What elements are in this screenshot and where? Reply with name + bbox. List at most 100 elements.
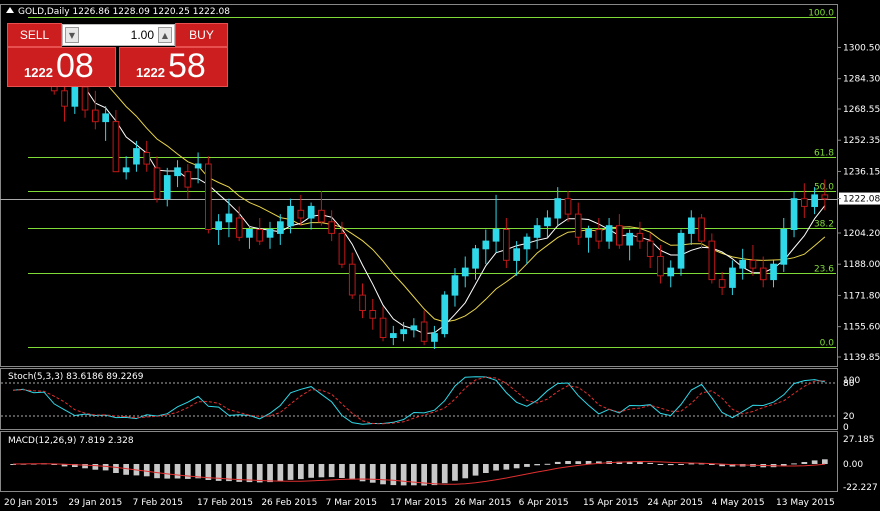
candle-body — [749, 259, 757, 269]
candle-body — [328, 221, 335, 234]
buy-price-pips: 58 — [168, 47, 206, 85]
candle-body — [482, 240, 490, 250]
date-tick-label: 24 Apr 2015 — [647, 498, 703, 508]
date-tick-label: 17 Feb 2015 — [197, 498, 253, 508]
macd-bar — [678, 464, 684, 465]
stoch-axis-label: 0 — [843, 423, 849, 433]
candle-body — [81, 86, 89, 111]
candle-body — [215, 221, 223, 231]
candle-body — [61, 90, 68, 107]
date-tick-label: 20 Jan 2015 — [4, 498, 58, 508]
macd-bar — [822, 459, 828, 464]
price-tick-label: 1252.35 — [843, 136, 880, 146]
candle-body — [503, 229, 510, 261]
candle-body — [729, 267, 736, 288]
candle-body — [677, 232, 685, 269]
macd-pane: 27.185 0.00 -22.227 — [10, 435, 878, 493]
sell-button[interactable]: SELL — [7, 23, 62, 47]
sell-price-prefix: 1222 — [24, 65, 53, 80]
macd-bar — [113, 464, 119, 473]
stoch-axis-label: 80 — [843, 379, 855, 389]
candle-body — [369, 310, 377, 319]
price-tick-label: 1139.85 — [843, 353, 880, 363]
macd-bar — [154, 464, 160, 479]
price-tick-label: 1188.00 — [843, 260, 880, 270]
candle-body — [235, 217, 243, 238]
candle-body — [585, 229, 592, 238]
lot-size-value[interactable]: 1.00 — [130, 28, 154, 42]
candle-body — [246, 229, 253, 238]
price-axis: 1300.50 1284.30 1268.55 1252.35 1236.15 1222.… — [837, 43, 880, 363]
date-tick-label: 29 Jan 2015 — [68, 498, 122, 508]
candle-body — [667, 267, 675, 277]
fib-label: 38.2 — [814, 220, 834, 230]
fib-label: 0.0 — [820, 339, 835, 349]
candle-body — [616, 225, 623, 246]
macd-bar — [256, 464, 263, 483]
macd-bar — [123, 464, 129, 475]
candle-body — [441, 294, 449, 335]
macd-bar — [308, 464, 314, 478]
candle-body — [390, 333, 397, 339]
ma-slow-line — [12, 49, 826, 323]
macd-bar — [493, 464, 499, 471]
date-tick-label: 26 Feb 2015 — [261, 498, 317, 508]
date-tick-label: 7 Feb 2015 — [133, 498, 183, 508]
macd-bar — [174, 464, 181, 479]
sell-price-box[interactable]: 1222 08 — [7, 47, 116, 87]
candle-body — [461, 267, 469, 277]
candle-body — [194, 163, 202, 169]
price-tick-label: 1268.55 — [843, 105, 880, 115]
candle-body — [133, 148, 140, 165]
macd-bar — [719, 464, 725, 467]
candle-body — [102, 113, 110, 123]
sell-price-pips: 08 — [56, 47, 94, 85]
candle-body — [174, 167, 181, 177]
macd-bar — [298, 464, 304, 480]
price-tick-label: 1222.08 — [843, 195, 880, 205]
macd-bar — [452, 464, 458, 481]
candle-body — [801, 198, 808, 207]
candle-body — [811, 194, 818, 207]
macd-bar — [524, 464, 530, 467]
lot-size-field[interactable]: ▼ 1.00 ▲ — [62, 24, 175, 46]
lot-increase-icon[interactable]: ▲ — [158, 27, 172, 43]
candle-body — [718, 279, 726, 288]
candle-body — [626, 232, 633, 246]
macd-bar — [503, 464, 510, 470]
macd-bar — [143, 464, 150, 477]
macd-bar — [349, 464, 356, 480]
macd-bar — [626, 461, 633, 464]
macd-bar — [359, 464, 366, 482]
buy-button[interactable]: BUY — [175, 23, 228, 47]
collapse-triangle-icon[interactable] — [6, 7, 14, 13]
macd-bar — [205, 464, 212, 480]
macd-bar — [462, 464, 469, 479]
candle-body — [759, 267, 767, 281]
macd-bar — [328, 464, 335, 478]
macd-bar — [811, 460, 818, 464]
candle-body — [163, 175, 171, 200]
candle-body — [287, 205, 294, 227]
candle-body — [92, 109, 99, 123]
macd-bar — [698, 463, 705, 465]
macd-axis-label: -22.227 — [843, 483, 878, 493]
candle-body — [708, 240, 716, 281]
buy-price-box[interactable]: 1222 58 — [119, 47, 228, 87]
buy-price-prefix: 1222 — [136, 65, 165, 80]
candle-body — [636, 232, 644, 242]
candle-body — [256, 229, 264, 242]
candle-body — [790, 198, 798, 230]
macd-bar — [195, 464, 201, 479]
stoch-axis-label: 20 — [843, 412, 855, 422]
candle-body — [780, 229, 788, 265]
candle-body — [205, 163, 212, 230]
macd-bar — [441, 464, 448, 484]
macd-bar — [616, 461, 623, 464]
macd-bar — [92, 464, 99, 470]
fibonacci-levels: 100.0 61.8 50.0 38.2 23.6 0.0 — [0, 9, 838, 349]
macd-bar — [215, 464, 222, 481]
macd-bar — [318, 464, 325, 478]
lot-decrease-icon[interactable]: ▼ — [65, 27, 79, 43]
